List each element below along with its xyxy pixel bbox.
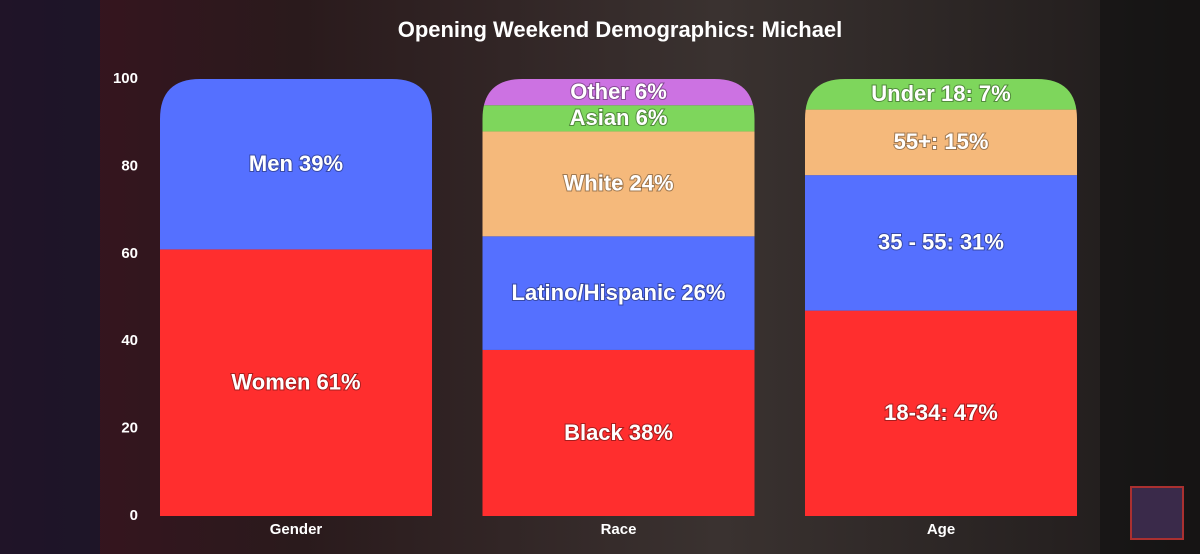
bar-segment bbox=[482, 349, 755, 516]
y-tick-label: 0 bbox=[130, 507, 138, 524]
bar-segment bbox=[482, 236, 755, 350]
bar-segment bbox=[805, 310, 1077, 516]
segment-label: Men 39% bbox=[249, 151, 343, 176]
bar-stack bbox=[482, 79, 755, 516]
y-tick-label: 80 bbox=[121, 157, 138, 174]
x-tick-label: Age bbox=[927, 521, 955, 538]
channel-logo bbox=[1130, 486, 1184, 540]
side-panel bbox=[0, 0, 100, 554]
chart-title: Opening Weekend Demographics: Michael bbox=[398, 17, 843, 42]
segment-label: Latino/Hispanic 26% bbox=[512, 280, 726, 305]
segment-label: Under 18: 7% bbox=[871, 81, 1010, 106]
segment-label: 55+: 15% bbox=[894, 129, 989, 154]
segment-label: White 24% bbox=[563, 171, 673, 196]
segment-label: 35 - 55: 31% bbox=[878, 230, 1004, 255]
bar-segment bbox=[805, 109, 1077, 176]
bar-stack bbox=[805, 79, 1077, 516]
bar-segment bbox=[482, 131, 755, 237]
y-tick-label: 100 bbox=[113, 70, 138, 87]
bar-stack bbox=[160, 79, 432, 516]
x-tick-label: Gender bbox=[270, 521, 323, 538]
y-tick-label: 20 bbox=[121, 420, 138, 437]
segment-label: Asian 6% bbox=[570, 105, 668, 130]
segment-label: Other 6% bbox=[570, 79, 667, 104]
segment-label: 18-34: 47% bbox=[884, 400, 998, 425]
bar-segment bbox=[160, 79, 432, 250]
bar-segment bbox=[805, 175, 1077, 311]
bar-segment bbox=[160, 249, 432, 516]
y-tick-label: 40 bbox=[121, 332, 138, 349]
bar-segment bbox=[482, 105, 755, 132]
x-tick-label: Race bbox=[601, 521, 637, 538]
bar-segment bbox=[805, 79, 1077, 110]
bar-segment bbox=[482, 79, 755, 106]
segment-label: Women 61% bbox=[231, 370, 360, 395]
y-tick-label: 60 bbox=[121, 245, 138, 262]
side-panel bbox=[1100, 0, 1200, 554]
segment-label: Black 38% bbox=[564, 420, 673, 445]
